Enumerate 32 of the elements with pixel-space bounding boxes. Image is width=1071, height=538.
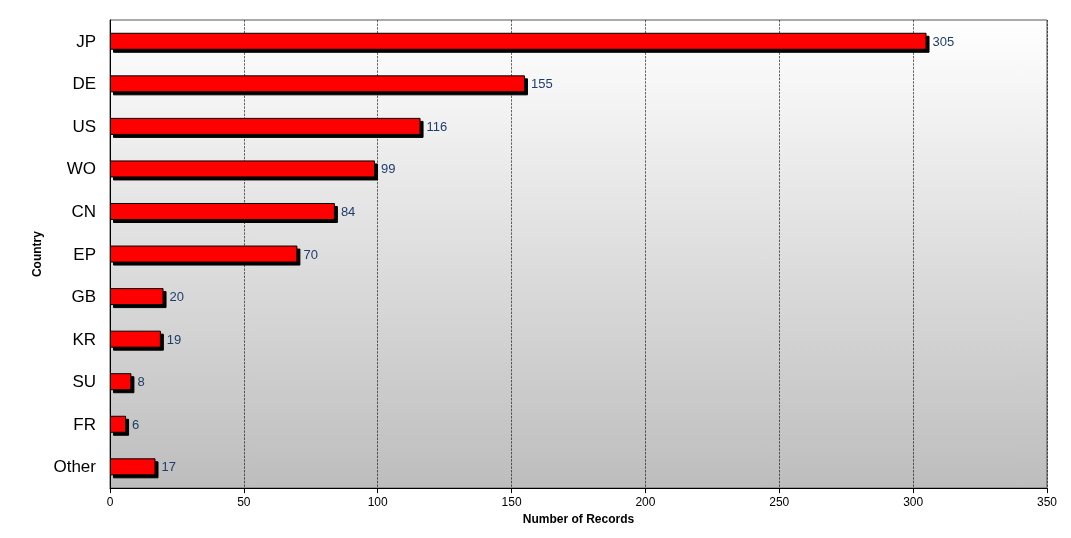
data-label: 155 [530, 76, 553, 92]
x-axis-title: Number of Records [522, 512, 635, 526]
data-label: 8 [137, 374, 145, 390]
y-tick-label: US [72, 116, 96, 136]
x-tick-label: 200 [635, 495, 656, 510]
y-tick-label: GB [71, 287, 96, 307]
y-tick-label: CN [71, 202, 96, 221]
y-axis-title: Country [29, 230, 44, 278]
data-label: 6 [132, 416, 140, 432]
x-tick-label: 150 [501, 495, 522, 510]
x-tick-label: 0 [106, 495, 114, 510]
data-label: 84 [340, 204, 356, 219]
x-tick-label: 50 [237, 495, 251, 510]
x-tick-label: 100 [367, 495, 389, 510]
data-label: 19 [166, 331, 182, 347]
y-tick-label: DE [72, 74, 96, 94]
y-tick-label: WO [66, 159, 96, 179]
y-tick-label: SU [72, 372, 96, 392]
x-tick-label: 300 [903, 495, 924, 510]
x-tick-label: 250 [769, 495, 790, 510]
data-label: 99 [381, 161, 396, 177]
data-label: 70 [303, 246, 318, 262]
data-label: 17 [161, 459, 176, 475]
x-tick-label: 350 [1036, 495, 1058, 510]
y-tick-label: JP [76, 31, 96, 51]
data-label: 20 [169, 289, 185, 305]
y-tick-label: FR [73, 414, 96, 434]
y-tick-label: Other [53, 457, 97, 477]
y-tick-label: KR [72, 329, 96, 349]
y-tick-label: EP [73, 244, 96, 264]
data-label: 305 [932, 33, 955, 49]
data-label: 116 [426, 118, 448, 134]
